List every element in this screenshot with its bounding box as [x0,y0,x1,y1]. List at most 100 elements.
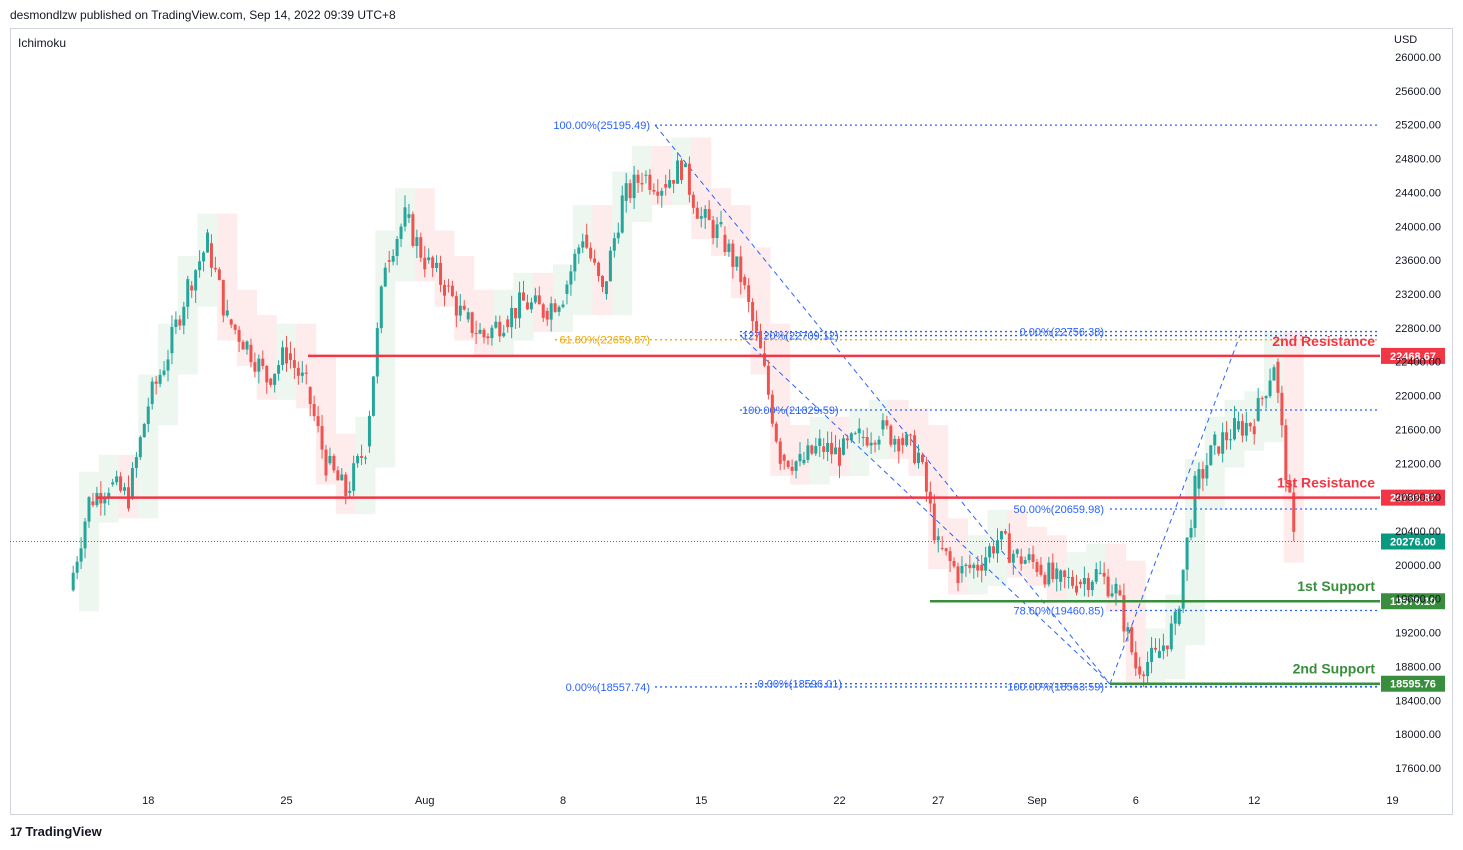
candle-body [822,446,826,452]
candle-body [735,256,739,267]
candle-body [336,470,340,481]
candle-body [225,310,229,316]
candle-body [759,331,762,349]
candle-body [1256,398,1260,421]
candle-body [206,232,209,253]
candle-body [881,420,885,430]
x-tick-label: 15 [695,795,707,807]
candle-body [885,420,889,426]
candle-body [245,341,249,350]
y-tick-label: 17600.00 [1395,763,1441,775]
candle-body [1078,581,1082,585]
candle-body [198,261,202,271]
candle-body [755,321,759,332]
candle-body [142,424,146,438]
candle-body [1284,425,1288,481]
candle-body [648,174,652,190]
fib-label: 0.00%(22756.38) [1020,327,1104,339]
candle-body [1031,554,1035,562]
candle-body [683,163,687,168]
cloud-segment [493,289,514,358]
candle-body [427,257,431,261]
candle-body [612,238,616,251]
candle-body [186,279,190,307]
candle-body [261,358,265,366]
candle-body [288,353,292,361]
y-tick-label: 18800.00 [1395,661,1441,673]
candle-body [751,302,755,322]
candle-body [806,445,810,460]
candle-body [1248,423,1252,427]
candle-body [727,243,731,253]
candle-body [917,452,920,464]
candle-body [95,492,99,506]
candle-body [964,564,968,566]
candle-body [146,406,150,425]
candle-body [229,319,233,325]
candle-body [320,426,324,450]
candle-body [1150,647,1154,662]
candle-body [123,487,127,491]
candle-body [1181,569,1185,609]
candle-body [1229,439,1233,441]
candle-body [604,281,608,294]
candle-body [1118,590,1122,596]
candle-body [1225,432,1229,441]
candle-body [486,336,490,339]
candle-body [383,267,387,287]
footer-brand[interactable]: 17 TradingView [10,824,102,839]
candle-body [1193,475,1197,529]
candle-body [525,302,529,310]
x-tick-label: 12 [1248,795,1260,807]
candle-body [774,423,778,442]
x-tick-label: 18 [142,795,154,807]
candle-body [474,333,478,335]
candle-body [1272,367,1276,381]
candle-body [1015,549,1019,554]
price-tag-label: 22468.67 [1390,351,1436,363]
y-tick-label: 18000.00 [1395,729,1441,741]
candle-body [1039,564,1043,575]
cloud-segment [869,399,889,460]
candle-body [249,344,253,363]
candle-body [1169,623,1173,650]
candle-body [285,347,288,364]
current-price-tag [1381,533,1445,550]
candle-body [1146,661,1150,677]
candle-body [340,474,344,481]
candle-body [344,474,348,496]
cloud-segment [1264,332,1284,443]
cloud-segment [1145,628,1166,688]
fib-trendline [739,334,1111,685]
candle-body [292,360,296,368]
candle-body [770,394,774,424]
candle-body [450,285,454,297]
candle-body [1154,647,1157,650]
candle-body [1240,421,1244,436]
candle-body [739,256,743,283]
candle-body [1035,561,1039,573]
x-tick-label: 6 [1133,795,1139,807]
candle-body [996,540,999,554]
candle-body [1027,554,1031,561]
indicator-label[interactable]: Ichimoku [18,36,67,50]
candle-body [826,442,830,452]
candle-body [640,182,644,185]
candle-body [932,503,936,541]
candle-body [960,565,964,574]
candle-body [1288,480,1292,493]
candle-body [328,455,332,464]
candle-body [209,243,213,268]
candle-body [91,501,95,506]
candle-body [1157,650,1161,658]
candle-body [71,572,75,591]
tradingview-logo-icon: 17 [10,824,22,839]
candle-body [253,362,257,372]
candle-body [202,252,206,262]
candle-body [1161,645,1165,651]
candle-body [518,292,522,319]
candle-body [415,237,419,246]
cloud-segment [533,272,554,333]
candle-body [1071,576,1075,586]
